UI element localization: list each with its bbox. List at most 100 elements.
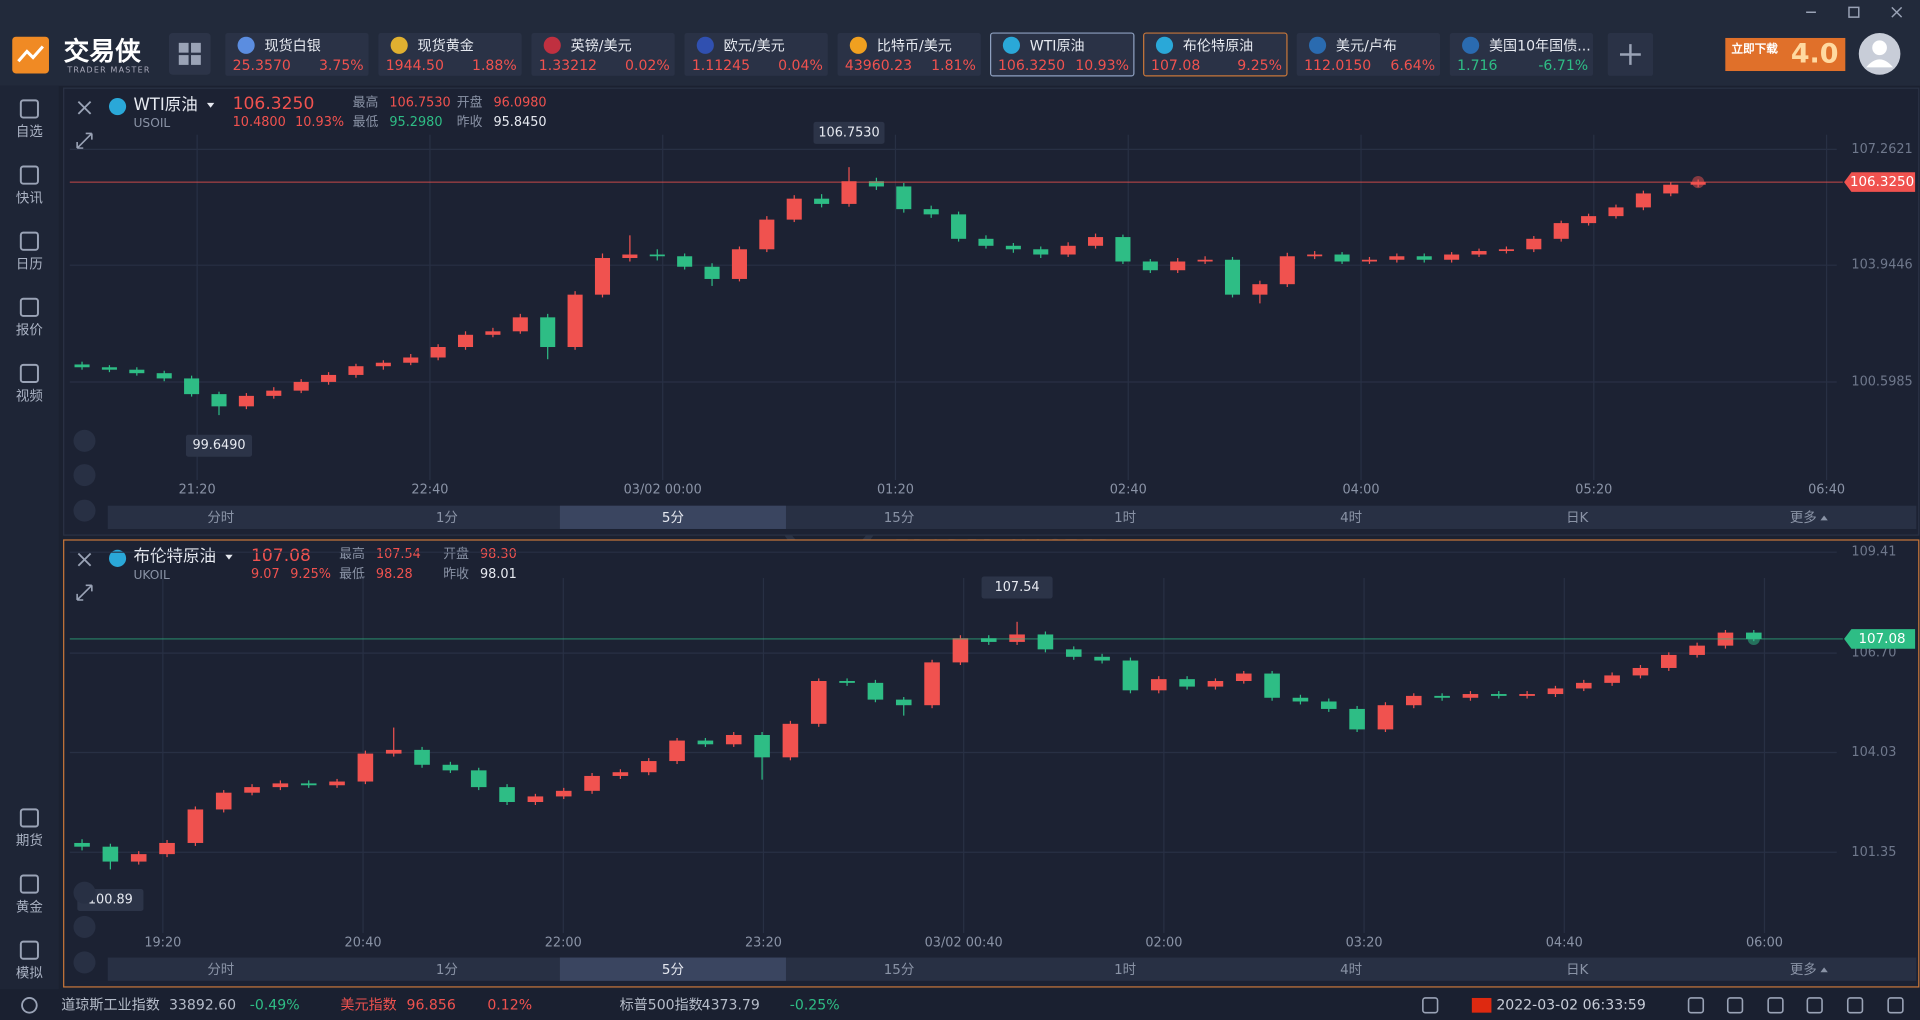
status-icon[interactable] (1687, 997, 1705, 1014)
ticker-price: 112.0150 (1304, 58, 1371, 74)
download-ad[interactable]: 立即下载 4.0 (1725, 37, 1846, 72)
timeframe-tab[interactable]: 日K (1566, 511, 1589, 526)
sidebar-item[interactable]: 视频 (16, 363, 43, 405)
flag-icon (1471, 997, 1492, 1013)
ticker-bg (1296, 33, 1440, 76)
ticker-tab[interactable]: 比特币/美元 43960.23 1.81% (837, 33, 981, 76)
timeframe-tab[interactable]: 分时 (207, 510, 234, 526)
stat-value: 106.7530 (389, 95, 450, 110)
timeframe-bar (107, 957, 1917, 981)
ticker-tab[interactable]: 现货白银 25.3570 3.75% (225, 33, 369, 76)
sidebar-item[interactable]: 黄金 (16, 874, 43, 916)
expand-icon[interactable] (76, 132, 93, 149)
candle-body (754, 734, 770, 758)
timeframe-label: 1分 (436, 962, 458, 978)
timeframe-tab[interactable]: 4时 (1340, 510, 1362, 526)
sidebar-icon (19, 99, 39, 119)
candle-body (74, 364, 90, 368)
timeframe-tab[interactable]: 分时 (207, 962, 234, 978)
candle-body (430, 347, 446, 358)
ticker-name: 欧元/美元 (724, 39, 785, 55)
timeframe-tab[interactable]: 更多 (1790, 509, 1828, 526)
ticker-tab[interactable]: 现货黄金 1944.50 1.88% (378, 33, 522, 76)
chart-tool-button[interactable] (73, 499, 96, 522)
candle-body (1689, 645, 1705, 655)
timeframe-tab[interactable]: 1分 (436, 962, 458, 978)
status-icon[interactable] (1726, 997, 1744, 1014)
high-label: 107.54 (995, 580, 1040, 595)
symbol-change-pct: 9.25% (290, 567, 331, 582)
timeframe-tab[interactable]: 4时 (1340, 962, 1362, 978)
expand-icon[interactable] (76, 584, 93, 601)
sidebar-icon (19, 297, 39, 317)
symbol-name[interactable]: WTI原油 (133, 95, 197, 114)
more-arrow (1820, 515, 1828, 521)
support-icon (21, 997, 38, 1014)
ticker-tab[interactable]: 美元/卢布 112.0150 6.64% (1296, 33, 1440, 76)
ticker-tab[interactable]: 布伦特原油 107.08 9.25% (1143, 32, 1288, 77)
sidebar-item[interactable]: 自选 (16, 99, 43, 140)
timeframe-tab[interactable]: 1分 (436, 510, 458, 526)
avatar-body (1866, 59, 1894, 68)
status-icon[interactable] (1806, 997, 1823, 1014)
ticker-tab[interactable]: 英镑/美元 1.33212 0.02% (531, 33, 675, 76)
ticker-tab[interactable]: 欧元/美元 1.11245 0.04% (684, 33, 828, 76)
timeframe-label: 4时 (1340, 962, 1362, 978)
chart-tool-button[interactable] (73, 429, 96, 452)
sidebar-item[interactable]: 期货 (16, 808, 43, 849)
add-ticker-button[interactable] (1607, 33, 1654, 76)
ticker-change: 0.04% (778, 58, 823, 74)
x-tick-label: 01:20 (877, 482, 914, 497)
candle-body (156, 373, 172, 379)
status-icon[interactable] (1767, 997, 1784, 1014)
sidebar-item[interactable]: 快讯 (16, 165, 43, 207)
sidebar-item[interactable]: 模拟 (16, 940, 43, 982)
chart-tool-button[interactable] (73, 951, 96, 974)
timeframe-tab[interactable]: 1时 (1114, 962, 1136, 978)
symbol-dropdown[interactable] (206, 102, 215, 108)
status-icon[interactable] (1422, 997, 1439, 1014)
ticker-name: 比特币/美元 (877, 39, 952, 55)
symbol-dropdown[interactable] (225, 554, 233, 560)
sidebar-item[interactable]: 报价 (16, 297, 43, 339)
candle-body (555, 790, 572, 797)
ticker-tab[interactable]: WTI原油 106.3250 10.93% (990, 32, 1135, 77)
candle-body (499, 787, 515, 803)
sidebar-item[interactable]: 日历 (16, 231, 43, 273)
timeframe-label: 5分 (662, 962, 684, 978)
chart-tool-button[interactable] (73, 915, 96, 938)
ticker-icon (1002, 36, 1020, 54)
menu-icon-cell (178, 42, 189, 53)
ticker-tab[interactable]: 美国10年国债... 1.716 -6.71% (1449, 33, 1594, 76)
timeframe-tab[interactable]: 更多 (1790, 961, 1828, 978)
chart-tool-button[interactable] (73, 464, 96, 487)
timeframe-tab[interactable]: 1时 (1114, 510, 1136, 526)
stat-label: 昨收 (443, 567, 469, 582)
ticker-bg (837, 33, 981, 76)
timeframe-tab[interactable]: 15分 (884, 510, 915, 526)
close-icon[interactable] (77, 552, 92, 567)
timeframe-tab[interactable]: 5分 (559, 957, 786, 981)
close-icon[interactable] (77, 100, 92, 115)
last-price-label: 106.3250 (1850, 175, 1914, 190)
sidebar-icon (19, 874, 39, 894)
sidebar-icon (19, 808, 39, 828)
timeframe-tab[interactable]: 5分 (559, 505, 786, 529)
stat-value: 96.0980 (493, 95, 546, 110)
last-price-tag (1844, 172, 1916, 192)
x-tick-label: 04:40 (1546, 935, 1583, 950)
status-icon[interactable] (1846, 997, 1864, 1014)
ticker-price: 1.716 (1457, 58, 1497, 74)
plus-icon (1620, 44, 1641, 65)
symbol-name[interactable]: 布伦特原油 (133, 547, 216, 566)
status-icon[interactable] (1887, 997, 1904, 1014)
ticker-bg (1143, 32, 1288, 77)
index-value: 96.856 (407, 997, 456, 1013)
timeframe-tab[interactable]: 日K (1566, 963, 1589, 978)
timeframe-label: 1时 (1114, 962, 1136, 978)
last-price-glow (1747, 632, 1760, 646)
menu-button[interactable] (168, 33, 211, 75)
timeframe-tab[interactable]: 15分 (884, 962, 915, 978)
chart-tool-button[interactable] (73, 881, 96, 904)
menu-icon-cell (191, 42, 201, 53)
